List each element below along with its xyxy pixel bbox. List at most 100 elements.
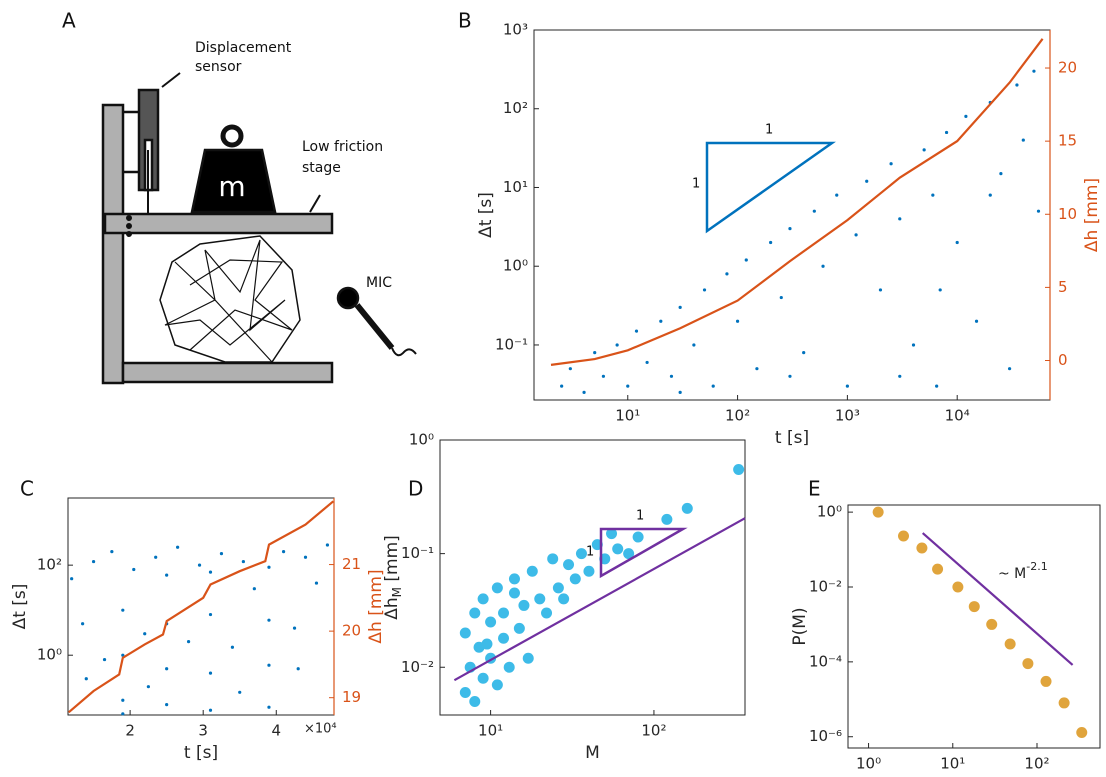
weight-ring [220, 124, 244, 148]
point [197, 563, 202, 567]
point [788, 374, 792, 378]
crumpled-sheet [159, 235, 301, 363]
y-tick-label: 10² [503, 99, 528, 117]
point [769, 240, 773, 245]
point [485, 616, 497, 628]
point [121, 712, 125, 716]
point [292, 626, 297, 630]
point [563, 559, 575, 571]
y-axis-label: Δt [s] [10, 584, 30, 630]
point [916, 542, 928, 554]
point [583, 565, 595, 577]
point [267, 663, 271, 667]
x-tick-label: 10⁰ [856, 755, 881, 773]
x-tick-label: 10² [725, 407, 750, 425]
mic-cable [391, 347, 417, 357]
point [733, 464, 745, 476]
slope-triangle [705, 141, 836, 234]
point [143, 632, 147, 636]
point [477, 672, 489, 684]
point [725, 272, 729, 276]
point [560, 384, 564, 388]
point [303, 555, 308, 559]
y-tick-label: 10² [37, 556, 62, 574]
point [582, 390, 586, 394]
annotation-exponent: -2.1 [1026, 560, 1047, 573]
point [513, 622, 525, 634]
y-axis-label-text: Δt [s] [10, 584, 30, 630]
point [176, 545, 180, 549]
point [932, 563, 944, 575]
y-axis-label: P(M) [790, 607, 810, 645]
point [952, 581, 964, 593]
point [208, 708, 213, 712]
point [788, 227, 792, 231]
mass-label: m [218, 170, 245, 203]
point [498, 607, 510, 619]
line [921, 532, 1074, 666]
point [132, 567, 136, 572]
annotation-base: ~ M [998, 566, 1026, 582]
point [491, 679, 503, 691]
point [102, 657, 107, 662]
point [845, 384, 849, 388]
point [267, 705, 271, 709]
y-axis-label-text: Δt [s] [476, 192, 496, 238]
point [91, 559, 96, 564]
setup-diagram [101, 72, 417, 385]
point [267, 565, 271, 569]
point [623, 548, 635, 560]
point [1007, 367, 1012, 371]
bearing [126, 231, 132, 237]
point [812, 209, 816, 213]
y2-tick-label: 20 [1058, 59, 1077, 77]
point [469, 607, 481, 619]
point [1036, 209, 1041, 213]
stage [103, 212, 334, 235]
x-tick-label: 10¹ [615, 407, 640, 425]
post [101, 103, 125, 385]
line [67, 500, 335, 714]
sensor-label: Displacement [195, 40, 292, 56]
point [612, 543, 624, 555]
y-axis-label-text: P(M) [790, 607, 810, 645]
x-axis-label: M [585, 743, 600, 763]
point [865, 179, 869, 183]
x-tick-label: 10¹ [478, 722, 503, 740]
y-tick-label: 10¹ [503, 178, 528, 196]
point [645, 360, 649, 365]
creases [164, 239, 286, 363]
y-tick-label: 10⁻² [401, 658, 434, 676]
annotation: 1 [636, 509, 644, 524]
point [974, 319, 979, 323]
point [508, 573, 520, 585]
mic-handle [354, 303, 395, 350]
creases [189, 259, 293, 351]
point [568, 367, 572, 371]
point [889, 162, 893, 166]
point [267, 618, 271, 622]
y-axis-label: ΔhM [mm] [382, 535, 404, 620]
point [898, 374, 902, 378]
panel-label: D [408, 477, 423, 501]
point [802, 350, 806, 355]
y2-axis-label: Δh [mm] [1082, 178, 1102, 252]
point [632, 531, 644, 543]
point [1004, 638, 1016, 650]
point [208, 570, 213, 574]
x-tick-label: 10⁴ [945, 407, 970, 425]
point [986, 618, 998, 630]
point [988, 193, 992, 197]
y2-tick-label: 21 [342, 555, 361, 573]
point [121, 608, 125, 612]
point [547, 553, 559, 565]
y-axis-label-text: Δh [382, 597, 402, 619]
point [552, 582, 564, 594]
point [1076, 726, 1088, 738]
y-tick-label: 10⁰ [409, 431, 434, 449]
point [314, 581, 319, 585]
point [999, 172, 1003, 176]
panel-label: E [808, 477, 821, 501]
annotation: ~ M-2.1 [998, 560, 1048, 582]
